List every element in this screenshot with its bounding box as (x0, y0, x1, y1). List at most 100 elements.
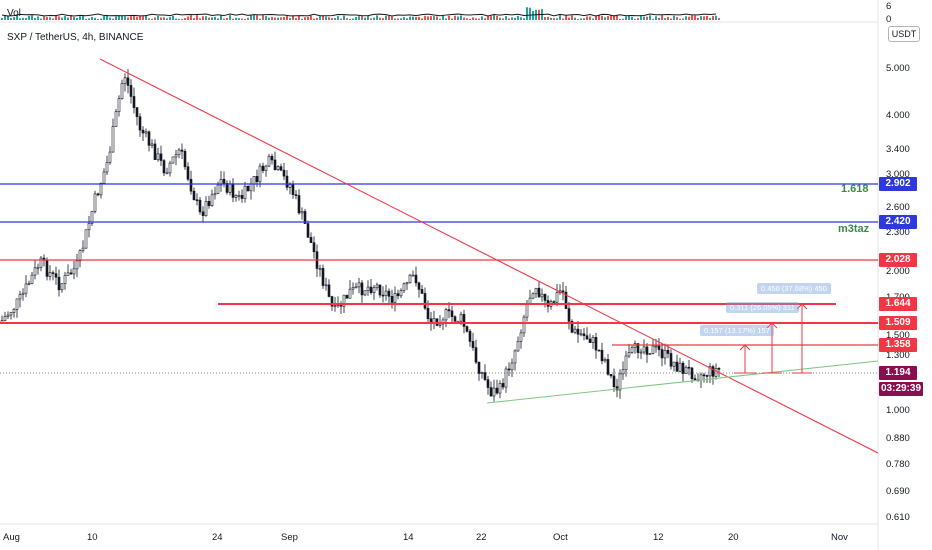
volume-bar (556, 18, 558, 20)
candle-body (180, 149, 184, 152)
candle-body (162, 160, 166, 174)
volume-bar (607, 15, 609, 20)
measure-label-1[interactable]: 0.157 (13.17%) 157 (700, 325, 774, 336)
volume-bar (232, 18, 234, 20)
candle-body (117, 98, 121, 112)
candle-body (243, 185, 247, 199)
volume-bar (658, 17, 660, 20)
volume-bar (190, 15, 192, 20)
volume-bar (586, 16, 588, 20)
measure-label-3[interactable]: 0.450 (37.68%) 450 (757, 283, 831, 294)
volume-ma-line (1, 13, 717, 17)
volume-bar (172, 16, 174, 20)
currency-button[interactable]: USDT (888, 26, 920, 42)
volume-bar (37, 16, 39, 20)
candle-body (681, 362, 685, 374)
price-tick: 2.000 (886, 266, 910, 277)
volume-bar (598, 15, 600, 20)
volume-bar (49, 17, 51, 20)
volume-bar (202, 16, 204, 20)
candle-body (402, 283, 406, 291)
volume-bar (199, 18, 201, 20)
volume-bar (583, 18, 585, 20)
volume-bar (214, 16, 216, 20)
volume-bar (388, 15, 390, 20)
level-badge: 2.420 (879, 215, 917, 229)
candle-body (372, 287, 376, 293)
candle-body (300, 211, 304, 214)
candlesticks[interactable] (0, 69, 721, 402)
volume-bar (550, 17, 552, 20)
volume-bar (4, 15, 6, 20)
candle-body (198, 199, 202, 213)
author-annotation[interactable]: m3taz (838, 223, 870, 235)
volume-bar (271, 16, 273, 20)
candle-body (384, 290, 388, 296)
level-badge: 1.358 (879, 338, 917, 352)
volume-bar (34, 18, 36, 20)
candle-body (465, 326, 469, 332)
price-tick: 0.610 (886, 512, 910, 523)
candle-body (606, 359, 610, 375)
volume-bar (409, 16, 411, 20)
candle-body (624, 355, 628, 371)
candle-body (513, 350, 517, 364)
candle-body (477, 361, 481, 374)
fib-annotation[interactable]: 1.618 (841, 183, 869, 195)
candle-body (510, 362, 514, 371)
volume-bar (460, 15, 462, 20)
candle-body (270, 155, 274, 161)
volume-bar (487, 15, 489, 20)
vol-tick: 0 (886, 14, 892, 25)
candle-body (396, 293, 400, 297)
candle-body (489, 387, 493, 397)
volume-bar (187, 16, 189, 20)
candle-body (366, 286, 370, 291)
candle-body (276, 166, 280, 171)
volume-bar (241, 18, 243, 20)
volume-bar (328, 17, 330, 20)
volume-bar (715, 15, 717, 20)
price-tick: 0.880 (886, 433, 910, 444)
candle-body (663, 349, 667, 359)
candle-body (216, 184, 220, 194)
candle-body (699, 374, 703, 381)
measure-label-2[interactable]: 0.311 (26.05%) 311 (726, 302, 799, 313)
candle-body (417, 282, 421, 290)
time-tick: Aug (3, 532, 20, 543)
volume-bar (31, 15, 33, 20)
volume-bar (70, 15, 72, 20)
candle-body (60, 283, 64, 291)
price-tick: 0.690 (886, 486, 910, 497)
ascending-trendline[interactable] (486, 360, 879, 404)
volume-bar (358, 16, 360, 20)
volume-bar (574, 17, 576, 20)
candle-body (231, 183, 235, 198)
volume-bar (175, 18, 177, 20)
candle-body (183, 150, 187, 168)
chart-area[interactable] (0, 0, 878, 550)
candle-body (285, 175, 289, 188)
candle-body (690, 367, 694, 379)
volume-bar (163, 17, 165, 20)
candle-body (156, 153, 160, 160)
volume-bar (112, 18, 114, 20)
symbol-title[interactable]: SXP / TetherUS, 4h, BINANCE (7, 32, 144, 43)
candle-body (321, 268, 325, 286)
volume-bar (427, 16, 429, 20)
volume-bar (142, 16, 144, 20)
measure-arrows[interactable] (734, 303, 812, 374)
volume-bar (79, 16, 81, 20)
descending-trendline[interactable] (99, 58, 879, 454)
time-tick: Oct (553, 532, 568, 543)
volume-bar (67, 17, 69, 20)
volume-bar (373, 17, 375, 20)
time-tick: 22 (476, 532, 487, 543)
candle-body (516, 341, 520, 352)
candle-body (246, 185, 250, 192)
candle-body (330, 296, 334, 307)
volume-bar (307, 17, 309, 20)
candle-body (33, 267, 37, 276)
volume-bar (73, 17, 75, 20)
